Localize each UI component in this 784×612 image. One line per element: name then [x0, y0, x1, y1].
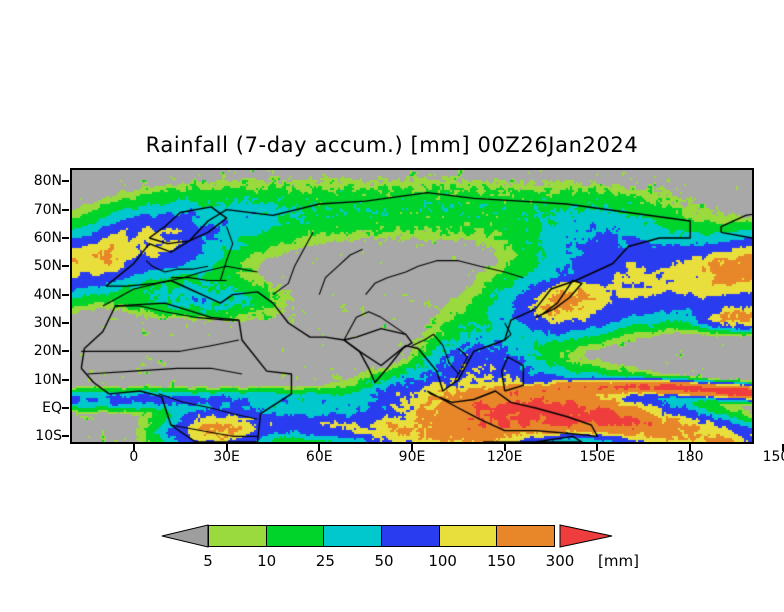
y-axis-tick: [62, 407, 69, 409]
x-axis-tick: [689, 444, 692, 451]
colorbar-bin: [380, 525, 440, 547]
y-axis-tick: [62, 293, 69, 296]
y-axis-tick-label: 20N: [33, 343, 62, 360]
y-axis-ticks: [0, 168, 70, 444]
colorbar-right-arrow: [559, 524, 613, 548]
x-axis-tick-label: 0: [129, 449, 139, 465]
y-axis-tick-label: 50N: [33, 258, 62, 275]
y-axis-tick: [62, 435, 69, 438]
colorbar-bin: [323, 525, 382, 547]
colorbar-boundary-label: 100: [428, 552, 457, 570]
x-axis-ticks: [0, 444, 784, 453]
y-axis-tick-label: 60N: [33, 230, 62, 246]
colorbar-bins: [208, 525, 560, 547]
colorbar-boundary-label: 150: [487, 552, 516, 570]
y-axis-tick-label: EQ: [42, 400, 62, 416]
colorbar-boundary-label: 50: [374, 552, 394, 570]
x-axis-tick: [503, 444, 506, 451]
x-axis-tick-label: 90E: [398, 449, 426, 465]
colorbar-boundary-label: 10: [257, 552, 277, 570]
y-axis-tick: [62, 208, 69, 211]
y-axis-tick: [62, 265, 69, 268]
y-axis-tick: [62, 378, 69, 381]
colorbar-arrows: [161, 524, 613, 548]
colorbar-bin: [265, 525, 325, 547]
colorbar-bin: [208, 525, 267, 547]
colorbar-unit-label: [mm]: [598, 552, 639, 570]
x-axis-tick-label: 150W: [762, 449, 784, 465]
colorbar-bin: [496, 525, 555, 547]
x-axis-tick: [781, 444, 784, 451]
y-axis-tick-label: 10N: [33, 371, 62, 388]
y-axis-tick: [62, 322, 69, 324]
y-axis-tick: [62, 180, 69, 183]
page-title: Rainfall (7-day accum.) [mm] 00Z26Jan202…: [145, 133, 639, 157]
x-axis-tick-label: 30E: [213, 449, 240, 465]
colorbar-legend: 5 10 25 50 100 150 300 [mm]: [0, 519, 784, 579]
colorbar-boundary-label: 25: [315, 552, 335, 570]
colorbar-boundary-label: 300: [545, 552, 575, 570]
y-axis-tick: [62, 237, 69, 239]
y-axis-tick-label: 80N: [33, 173, 62, 190]
colorbar-labels: 5 10 25 50 100 150 300 [mm]: [0, 552, 784, 576]
x-axis-tick-label: 150E: [579, 449, 616, 465]
y-axis-labels: 80N 70N 60N 50N 40N 30N 20N 10N EQ 10S: [0, 168, 62, 444]
x-axis-tick: [225, 444, 228, 451]
y-axis-tick-label: 70N: [33, 201, 62, 218]
x-axis-tick: [596, 444, 599, 451]
colorbar-left-arrow: [161, 524, 209, 548]
x-axis-tick: [411, 444, 413, 451]
y-axis-tick-label: 10S: [35, 428, 62, 445]
map-plot-area: [70, 168, 754, 444]
x-axis-tick: [318, 444, 321, 451]
y-axis-tick-label: 40N: [33, 286, 62, 303]
x-axis-tick-label: 60E: [305, 449, 333, 465]
y-axis-tick-label: 30N: [33, 315, 62, 331]
x-axis-tick-label: 120E: [486, 449, 523, 465]
colorbar-bin: [438, 525, 498, 547]
x-axis-tick: [132, 444, 135, 451]
colorbar-boundary-label: 5: [203, 552, 213, 570]
x-axis-labels: 030E60E90E120E150E180150W120W: [0, 449, 784, 471]
y-axis-tick: [62, 350, 69, 353]
x-axis-tick-label: 180: [676, 449, 704, 465]
precipitation-heatmap-canvas: [72, 170, 752, 442]
